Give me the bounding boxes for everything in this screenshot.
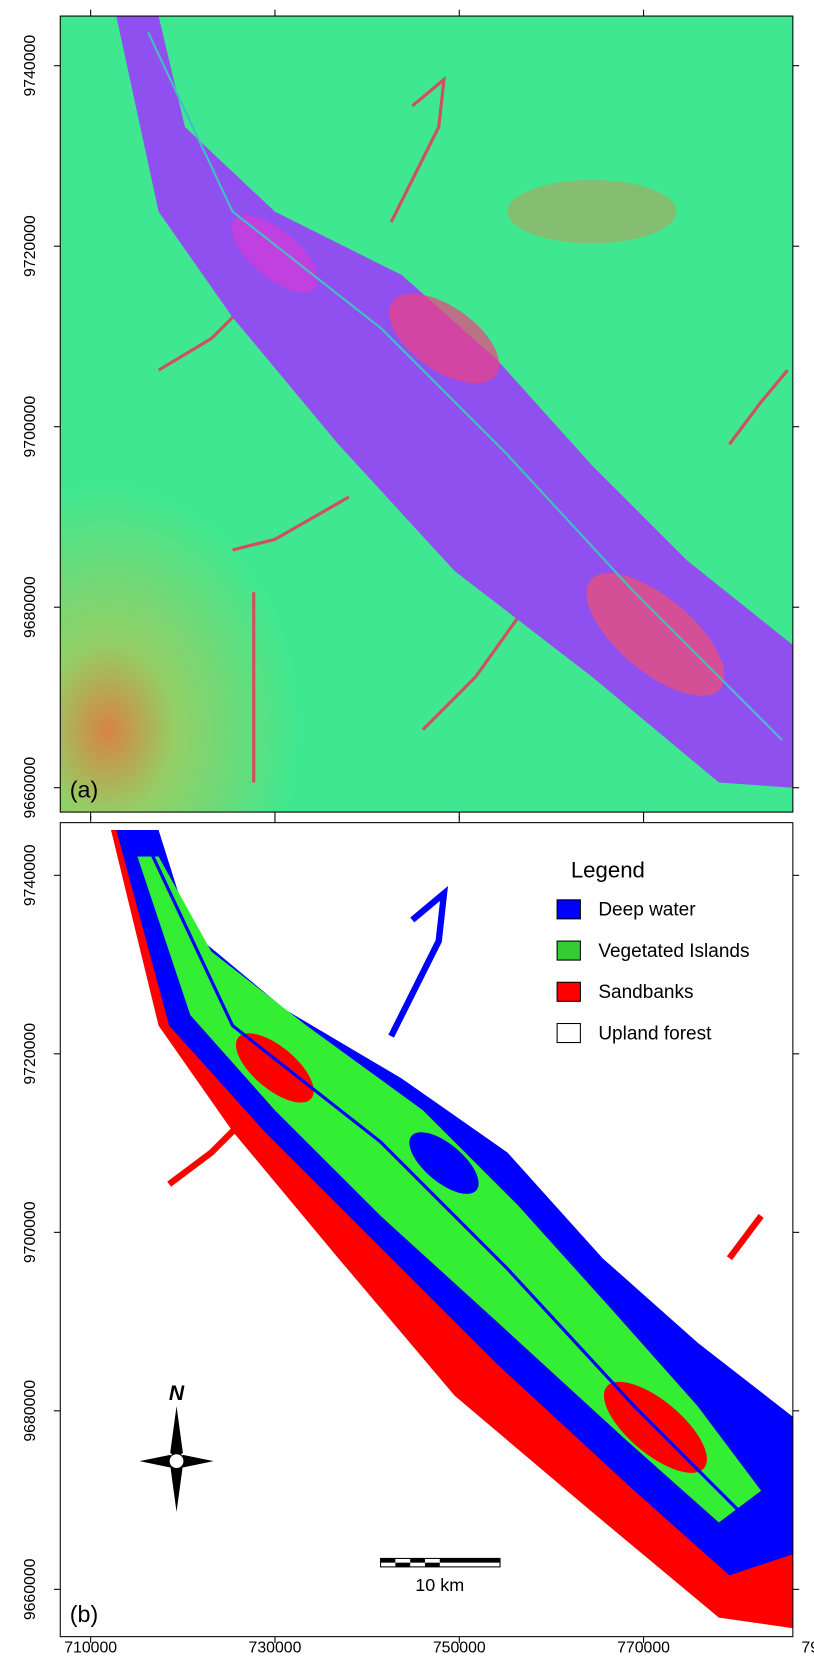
y-tick-label: 9720000: [22, 1023, 39, 1085]
legend-swatch: [557, 900, 580, 919]
scale-label: 10 km: [415, 1575, 464, 1595]
x-tick-label: 790000: [801, 1640, 814, 1657]
legend-swatch: [557, 1024, 580, 1043]
x-tick-label: 710000: [64, 1640, 117, 1657]
legend-swatch: [557, 982, 580, 1001]
y-tick-label: 9660000: [22, 1558, 39, 1620]
page: {"panels": [ {"label": "(a)", "yticks": …: [0, 0, 814, 1658]
scale-bar: [381, 1558, 500, 1566]
satellite-image: [60, 16, 793, 812]
y-tick-label: 9700000: [22, 1201, 39, 1263]
x-tick-label: 750000: [433, 1640, 486, 1657]
north-label: N: [169, 1382, 185, 1405]
panel-label: (b): [70, 1601, 98, 1627]
legend-label: Deep water: [598, 900, 696, 921]
x-tick-label: 770000: [617, 1640, 670, 1657]
y-tick-label: 9740000: [22, 844, 39, 906]
y-tick-label: 9680000: [22, 576, 39, 638]
legend-swatch: [557, 941, 580, 960]
y-tick-label: 9680000: [22, 1380, 39, 1442]
x-tick-label: 730000: [249, 1640, 302, 1657]
legend-label: Sandbanks: [598, 982, 693, 1003]
figure: 9740000 9720000 9700000 9680000 9660000 (a) 97…: [0, 0, 814, 1658]
legend-title: Legend: [571, 858, 645, 883]
y-tick-label: 9700000: [22, 396, 39, 458]
y-tick-label: 9740000: [22, 35, 39, 97]
y-tick-label: 9720000: [22, 215, 39, 277]
y-tick-label: 9660000: [22, 757, 39, 819]
legend-label: Vegetated Islands: [598, 941, 749, 962]
panel-label: (a): [70, 776, 98, 802]
legend-label: Upland forest: [598, 1023, 712, 1044]
